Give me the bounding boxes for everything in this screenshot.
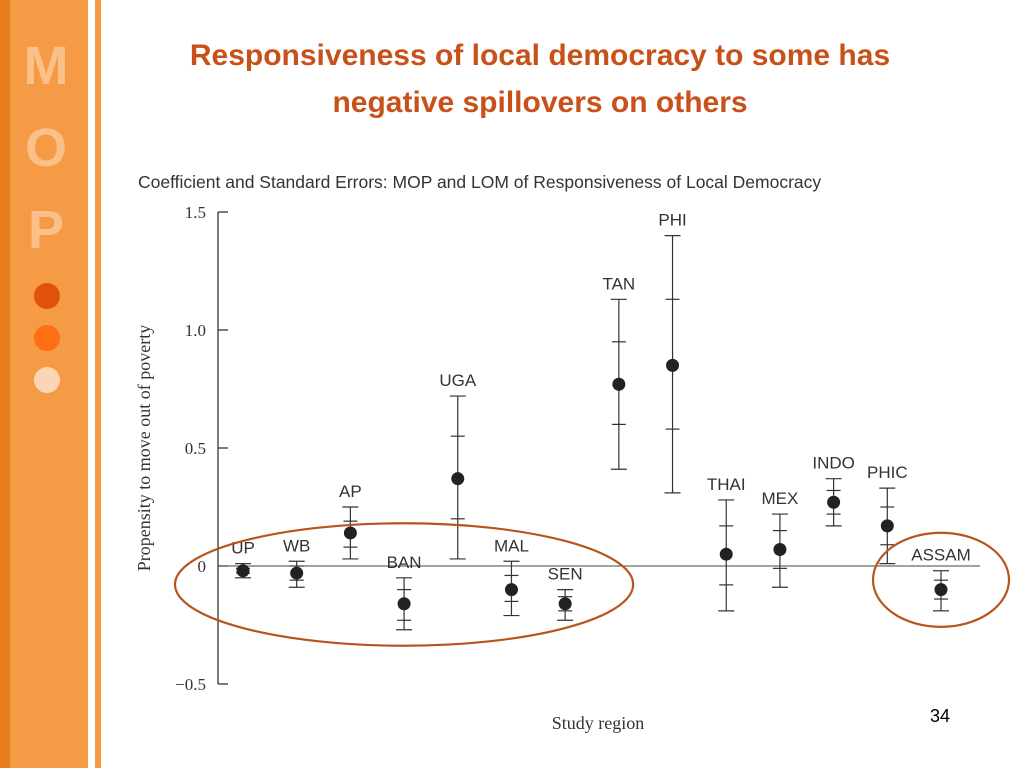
point-label: MEX xyxy=(762,489,799,508)
chart-title: Coefficient and Standard Errors: MOP and… xyxy=(138,172,821,192)
point-marker xyxy=(236,564,250,578)
point-phic: PHIC xyxy=(867,463,908,565)
point-label: UGA xyxy=(439,371,477,390)
point-indo: INDO xyxy=(812,454,855,527)
sidebar-dot-2 xyxy=(34,325,60,351)
point-marker xyxy=(343,526,357,540)
point-thai: THAI xyxy=(707,475,746,612)
point-phi: PHI xyxy=(658,211,687,494)
point-mal: MAL xyxy=(494,536,529,617)
point-marker xyxy=(934,583,948,597)
point-label: PHIC xyxy=(867,463,908,482)
point-marker xyxy=(558,597,572,611)
slide-title: Responsiveness of local democracy to som… xyxy=(130,32,950,126)
y-tick-label: 1.5 xyxy=(185,203,206,222)
point-marker xyxy=(504,583,518,597)
sidebar-letter-p: P xyxy=(27,200,65,260)
y-tick-label: 1.0 xyxy=(185,321,206,340)
sidebar-dot-1 xyxy=(34,283,60,309)
highlight-ellipses xyxy=(173,522,1011,647)
point-label: TAN xyxy=(602,274,635,293)
point-marker xyxy=(290,566,304,580)
point-wb: WB xyxy=(283,536,310,588)
sidebar-letter-m: M xyxy=(23,36,69,96)
point-marker xyxy=(397,597,411,611)
point-label: WB xyxy=(283,536,310,555)
point-marker xyxy=(612,377,626,391)
y-tick-label: 0.5 xyxy=(185,439,206,458)
point-label: BAN xyxy=(387,553,422,572)
sidebar-edge xyxy=(0,0,10,768)
sidebar-dot-3 xyxy=(34,367,60,393)
point-marker xyxy=(827,495,841,509)
y-axis-label: Propensity to move out of poverty xyxy=(134,325,154,571)
point-marker xyxy=(719,547,733,561)
y-tick-label: −0.5 xyxy=(175,675,206,694)
sidebar-letter-o: O xyxy=(24,118,67,178)
x-axis-label: Study region xyxy=(552,713,645,733)
point-label: SEN xyxy=(548,565,583,584)
axes: −0.5 0 0.5 1.0 1.5 xyxy=(175,203,980,694)
point-marker xyxy=(666,358,680,372)
data-marks: UP WB AP BAN UGA MAL SEN TAN PHI THAI MEX INDO PHIC A… xyxy=(231,211,971,631)
point-tan: TAN xyxy=(602,274,635,470)
slide-title-line-1: Responsiveness of local democracy to som… xyxy=(189,39,891,72)
point-label: ASSAM xyxy=(911,546,971,565)
slide-number: 34 xyxy=(930,706,951,726)
point-label: THAI xyxy=(707,475,746,494)
highlight-ellipse-1 xyxy=(173,522,635,647)
point-marker xyxy=(880,519,894,533)
point-label: PHI xyxy=(658,211,686,230)
point-marker xyxy=(773,542,787,556)
point-label: AP xyxy=(339,482,362,501)
point-label: MAL xyxy=(494,536,529,555)
point-ban: BAN xyxy=(387,553,422,631)
point-label: INDO xyxy=(812,454,855,473)
point-up: UP xyxy=(231,539,255,579)
point-mex: MEX xyxy=(762,489,799,588)
point-marker xyxy=(451,472,465,486)
highlight-ellipse-2 xyxy=(871,531,1011,628)
point-assam: ASSAM xyxy=(911,546,971,612)
y-tick-label: 0 xyxy=(198,557,207,576)
slide-title-line-2: negative spillovers on others xyxy=(332,86,748,119)
point-ap: AP xyxy=(339,482,362,560)
point-sen: SEN xyxy=(548,565,583,621)
point-uga: UGA xyxy=(439,371,477,560)
sidebar-stripe xyxy=(95,0,101,768)
